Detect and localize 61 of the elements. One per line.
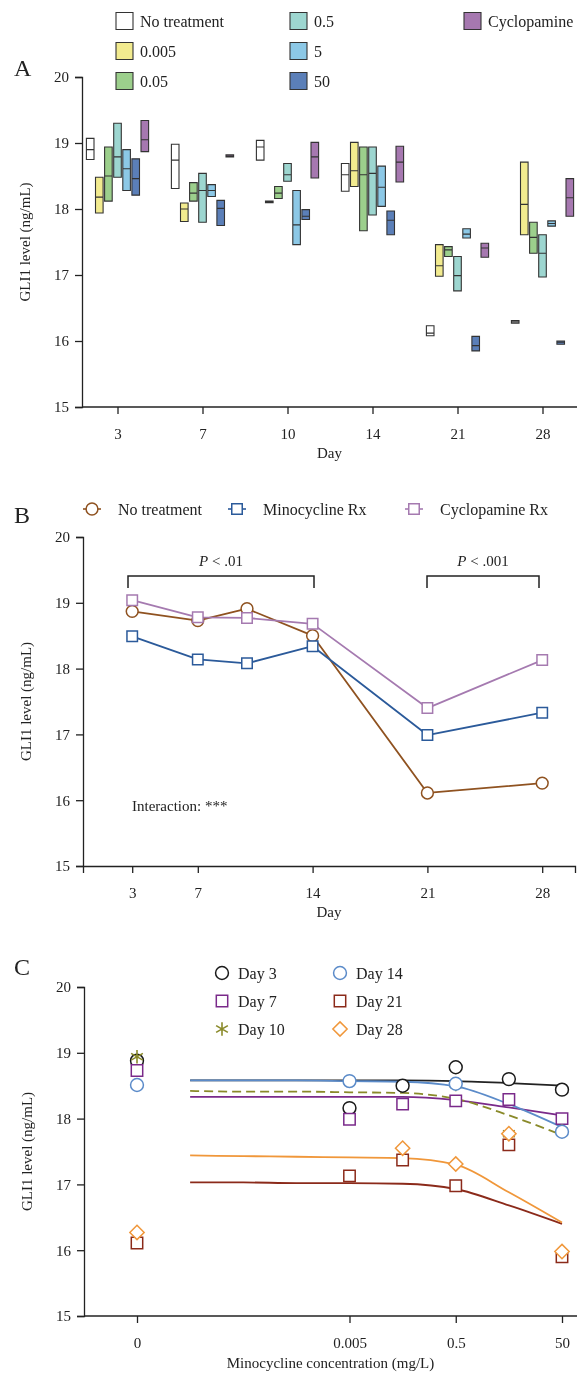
- x-tick-label: 14: [305, 884, 322, 901]
- x-axis-title: Minocycline concentration (mg/L): [226, 1355, 435, 1372]
- x-tick-label: 28: [535, 884, 551, 901]
- legend-label: Minocycline Rx: [263, 500, 367, 519]
- y-tick-label: 16: [54, 333, 70, 350]
- legend-label: Day 14: [356, 964, 403, 983]
- annotation: P < .01: [198, 553, 243, 569]
- legend-label: 5: [314, 42, 322, 60]
- legend-label: 0.5: [314, 12, 334, 30]
- y-tick-label: 19: [55, 595, 70, 612]
- y-tick-label: 16: [56, 1242, 72, 1259]
- x-tick-label: 21: [450, 425, 466, 442]
- y-tick-label: 18: [55, 660, 70, 677]
- y-tick-label: 19: [56, 1045, 71, 1062]
- y-axis-title: GLI1 level (ng/mL): [17, 182, 34, 302]
- legend-label: Day 7: [238, 992, 277, 1011]
- chart-title: A: [14, 55, 32, 81]
- x-tick-label: 28: [535, 425, 551, 442]
- legend-label: Day 10: [238, 1020, 285, 1039]
- y-tick-label: 15: [54, 399, 69, 416]
- chart-title: B: [14, 502, 31, 528]
- x-tick-label: 3: [114, 425, 122, 442]
- legend-label: Day 28: [356, 1020, 403, 1039]
- x-tick-label: 0: [133, 1334, 142, 1351]
- y-axis-title: GLI1 level (ng/mL): [18, 641, 35, 762]
- x-tick-label: 7: [194, 884, 203, 901]
- y-axis-title: GLI1 level (ng/mL): [19, 1091, 36, 1212]
- x-tick-label: 50: [555, 1334, 570, 1351]
- legend-label: Day 21: [356, 992, 403, 1011]
- y-tick-label: 20: [54, 69, 69, 86]
- legend-label: 0.005: [140, 42, 176, 60]
- legend-label: Cyclopamine: [488, 12, 574, 31]
- x-tick-label: 3: [128, 884, 137, 901]
- y-tick-label: 17: [56, 1176, 72, 1193]
- y-tick-label: 17: [54, 267, 70, 284]
- legend-label: 50: [314, 72, 330, 90]
- y-tick-label: 16: [55, 792, 71, 809]
- y-tick-label: 15: [56, 1308, 71, 1325]
- y-tick-label: 20: [56, 979, 71, 996]
- chart-title: C: [14, 954, 31, 980]
- x-tick-label: 0.005: [333, 1334, 367, 1351]
- x-tick-label: 7: [199, 425, 208, 442]
- x-axis-title: Day: [317, 445, 343, 461]
- legend-label: No treatment: [118, 500, 203, 518]
- annotation: Interaction: ***: [132, 798, 228, 814]
- legend-label: Day 3: [238, 964, 277, 983]
- annotation: P < .001: [456, 553, 509, 569]
- legend-label: 0.05: [140, 72, 168, 90]
- y-tick-label: 18: [56, 1110, 71, 1127]
- legend-label: No treatment: [140, 12, 225, 30]
- x-tick-label: 0.5: [446, 1334, 466, 1351]
- legend-label: Cyclopamine Rx: [440, 500, 548, 519]
- y-tick-label: 19: [54, 135, 69, 152]
- x-tick-label: 10: [280, 425, 296, 442]
- x-tick-label: 14: [365, 425, 381, 442]
- y-tick-label: 18: [54, 201, 69, 218]
- x-axis-title: Day: [316, 904, 342, 920]
- y-tick-label: 15: [55, 858, 70, 875]
- y-tick-label: 17: [55, 726, 71, 743]
- y-tick-label: 20: [55, 529, 70, 546]
- x-tick-label: 21: [420, 884, 436, 901]
